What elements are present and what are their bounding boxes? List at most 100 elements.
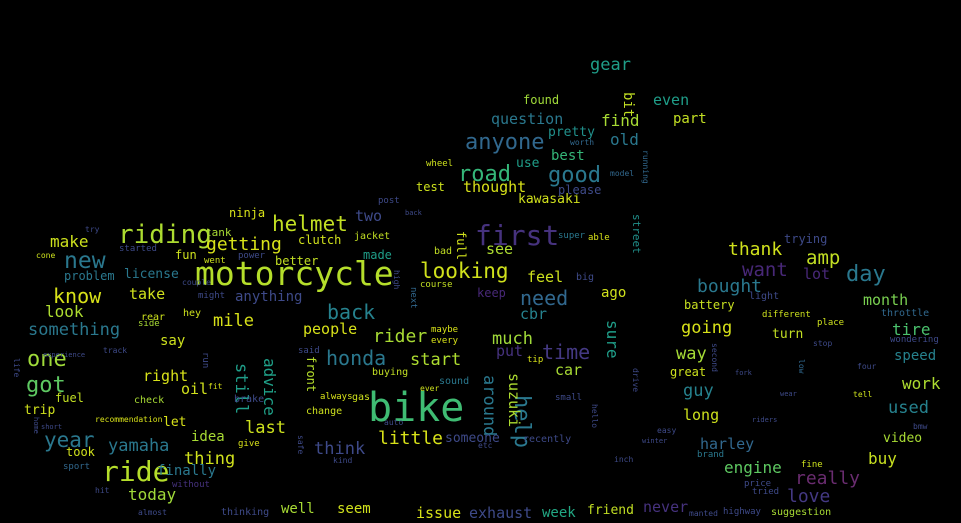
word-mile: mile [213,311,254,331]
word-keep: keep [477,286,506,300]
word-guy: guy [683,381,714,401]
word-right: right [143,367,189,385]
word-work: work [902,374,941,393]
word-next: next [408,287,418,309]
word-battery: battery [684,298,735,312]
word-helmet: helmet [272,212,348,236]
word-used: used [888,398,929,418]
word-tire: tire [892,320,931,339]
word-gas: gas [352,392,371,403]
word-maybe: maybe [431,325,459,335]
word-able: able [588,233,610,243]
word-fun: fun [175,248,197,262]
word-long: long [683,406,720,424]
word-one: one [27,347,67,372]
word-high: high [392,270,401,290]
word-video: video [883,431,923,446]
word-know: know [53,284,102,308]
word-take: take [129,285,166,303]
word-recently: recently [523,434,572,445]
word-better: better [275,254,319,268]
word-way: way [676,344,707,364]
word-someone: someone [445,431,500,446]
word-took: took [66,445,95,459]
word-going: going [681,318,733,338]
word-anyone: anyone [465,130,545,155]
word-hit: hit [95,486,110,495]
word-cone: cone [36,251,56,260]
word-big: big [576,272,595,283]
word-year: year [44,428,95,452]
word-engine: engine [724,458,782,477]
word-ninja: ninja [229,206,266,220]
word-put: put [496,342,524,360]
word-second: second [710,343,719,372]
word-gear: gear [590,55,631,75]
word-yamaha: yamaha [108,436,170,456]
word-time: time [542,340,591,364]
word-amp: amp [806,247,841,269]
word-went: went [204,256,226,266]
word-seem: seem [337,501,371,517]
word-tell: tell [853,390,873,399]
word-never: never [643,498,689,516]
word-little: little [378,428,444,449]
word-post: post [378,196,400,206]
word-tip: tip [527,355,544,365]
word-cbr: cbr [520,305,548,323]
word-bit: bit [620,92,636,118]
word-change: change [306,406,343,417]
word-motorcycle: motorcycle [195,254,394,293]
word-sport: sport [63,462,91,472]
word-almost: almost [138,508,167,517]
word-low: low [797,359,806,374]
word-anything: anything [235,289,303,305]
word-course: course [420,280,453,290]
word-new: new [64,248,106,274]
word-trying: trying [784,232,828,246]
word-brand: brand [697,450,725,460]
word-drive: drive [631,368,640,393]
word-fine: fine [801,460,823,470]
word-fuel: fuel [55,391,84,405]
word-people: people [303,320,358,338]
word-look: look [45,302,84,321]
word-thank: thank [728,239,783,260]
word-clutch: clutch [298,233,342,247]
word-good: good [548,163,601,188]
word-tried: tried [752,487,780,497]
word-road: road [458,162,511,187]
word-winter: winter [642,437,668,445]
word-rider: rider [373,326,428,347]
word-friend: friend [587,503,634,518]
word-started: started [119,244,157,254]
word-give: give [238,439,260,449]
word-well: well [281,501,315,517]
word-auto: auto [384,418,404,427]
word-much: much [492,329,533,349]
word-please: please [558,183,602,197]
word-check: check [134,395,165,406]
word-say: say [160,333,186,349]
word-recommendation: recommendation [95,415,163,424]
word-find: find [601,111,640,130]
word-think: think [314,439,366,459]
word-great: great [670,365,707,379]
word-harley: harley [700,435,755,453]
word-inch: inch [614,455,634,464]
word-looking: looking [420,259,509,283]
word-advice: advice [260,358,279,416]
word-bmw: bmw [913,422,928,431]
word-ever: ever [420,384,440,393]
word-power: power [238,251,266,261]
word-etc: etc [478,441,493,450]
word-kind: kind [333,456,353,465]
word-sound: sound [439,376,470,387]
word-start: start [410,350,462,370]
word-oil: oil [181,380,209,398]
word-got: got [26,373,66,398]
word-found: found [523,93,560,107]
word-ago: ago [601,285,627,301]
word-might: might [198,291,226,301]
